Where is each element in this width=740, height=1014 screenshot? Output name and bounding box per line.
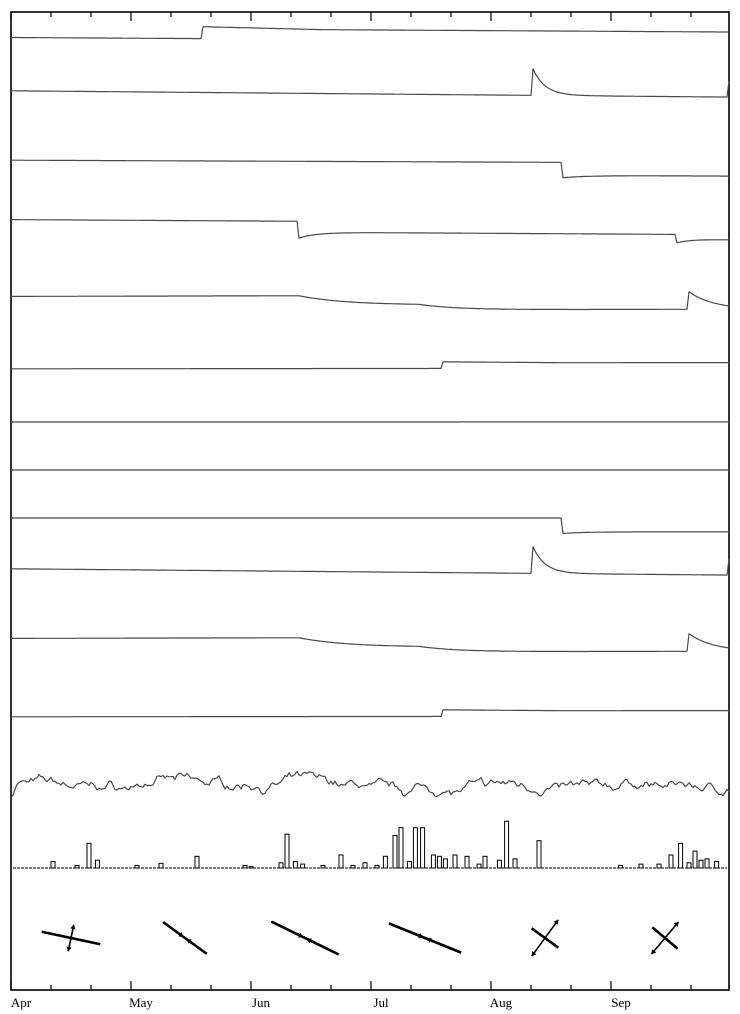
bar-mark (278, 862, 284, 869)
strain-arrow-shaft (650, 921, 680, 955)
series-line-2 (11, 68, 730, 98)
series-line-3 (11, 159, 729, 179)
bar-mark (536, 840, 542, 869)
arrow-head (418, 933, 424, 939)
arrow-head (298, 932, 304, 938)
bar-mark (86, 842, 92, 869)
series-line-9 (11, 517, 729, 535)
bar-mark (714, 861, 720, 869)
bar-mark (338, 854, 344, 869)
strain-glyph (530, 919, 560, 957)
bar-mark (482, 855, 488, 869)
arrow-head (70, 924, 76, 930)
plot-frame (10, 11, 730, 991)
bar-mark (158, 862, 164, 869)
series-line-11 (11, 633, 730, 653)
arrow-head (553, 919, 559, 925)
bar-mark (656, 863, 662, 869)
strain-glyph (41, 924, 101, 952)
bar-mark (512, 858, 518, 869)
bar-mark (420, 827, 426, 869)
x-axis-ticks (10, 12, 692, 990)
series-line-13 (10, 770, 730, 798)
arrow-head (178, 932, 184, 937)
series-line-5 (11, 291, 730, 311)
series-line-12 (11, 709, 729, 718)
arrow-head (673, 921, 679, 927)
bar-mark (382, 855, 388, 869)
x-tick-label: Jun (252, 995, 271, 1010)
bar-mark (678, 842, 684, 869)
bar-mark (194, 855, 200, 869)
strain-glyph (270, 920, 340, 956)
arrow-head (651, 949, 657, 955)
strain-arrow-shaft (531, 919, 559, 957)
bar-mark (300, 863, 306, 869)
series-line-4 (11, 219, 729, 244)
bar-mark (686, 862, 692, 869)
series-line-1 (11, 26, 729, 40)
bar-mark (412, 827, 418, 869)
strain-arrow-shaft (67, 924, 75, 952)
bar-mark (496, 859, 502, 869)
bar-mark (292, 861, 298, 869)
strain-glyph (388, 922, 462, 954)
bar-mark (362, 862, 368, 869)
strain-glyph (162, 921, 208, 955)
strain-glyph (650, 921, 680, 955)
bar-mark (248, 866, 254, 869)
arrow-head (531, 951, 537, 957)
bar-mark (504, 820, 510, 869)
bar-mark (406, 861, 412, 869)
series-line-10 (11, 546, 730, 576)
bar-series-group (13, 820, 727, 869)
strain-glyph-group (41, 919, 680, 957)
bar-mark (476, 863, 482, 869)
bar-mark (284, 833, 290, 869)
bar-mark (350, 864, 356, 869)
series-line-6 (11, 361, 729, 370)
bar-mark (704, 858, 710, 869)
line-series-group (10, 26, 730, 798)
bar-mark (442, 858, 448, 869)
x-tick-label: Sep (611, 995, 631, 1010)
bar-mark (668, 854, 674, 869)
bar-mark (374, 864, 380, 869)
x-tick-label: Aug (490, 995, 513, 1010)
bar-mark (320, 864, 326, 869)
arrow-head (306, 938, 312, 944)
bar-mark (692, 850, 698, 869)
bar-mark (638, 863, 644, 869)
bar-mark (50, 861, 56, 869)
x-axis-labels: Apr May Jun Jul Aug Sep (11, 995, 631, 1010)
bar-mark (618, 864, 624, 869)
arrow-head (426, 937, 432, 943)
bar-mark (436, 855, 442, 869)
x-tick-label: Jul (373, 995, 389, 1010)
bar-mark (392, 835, 398, 869)
arrow-head (66, 946, 72, 952)
bar-mark (698, 859, 704, 869)
bar-mark (242, 864, 248, 869)
bar-mark (398, 827, 404, 869)
x-tick-label: Apr (11, 995, 32, 1010)
bar-mark (464, 855, 470, 869)
bar-mark (74, 864, 80, 869)
x-tick-label: May (129, 995, 153, 1010)
bar-mark (134, 864, 140, 869)
bar-mark (430, 854, 436, 869)
arrow-head (186, 939, 192, 944)
bar-mark (452, 854, 458, 869)
bar-mark (94, 859, 100, 869)
